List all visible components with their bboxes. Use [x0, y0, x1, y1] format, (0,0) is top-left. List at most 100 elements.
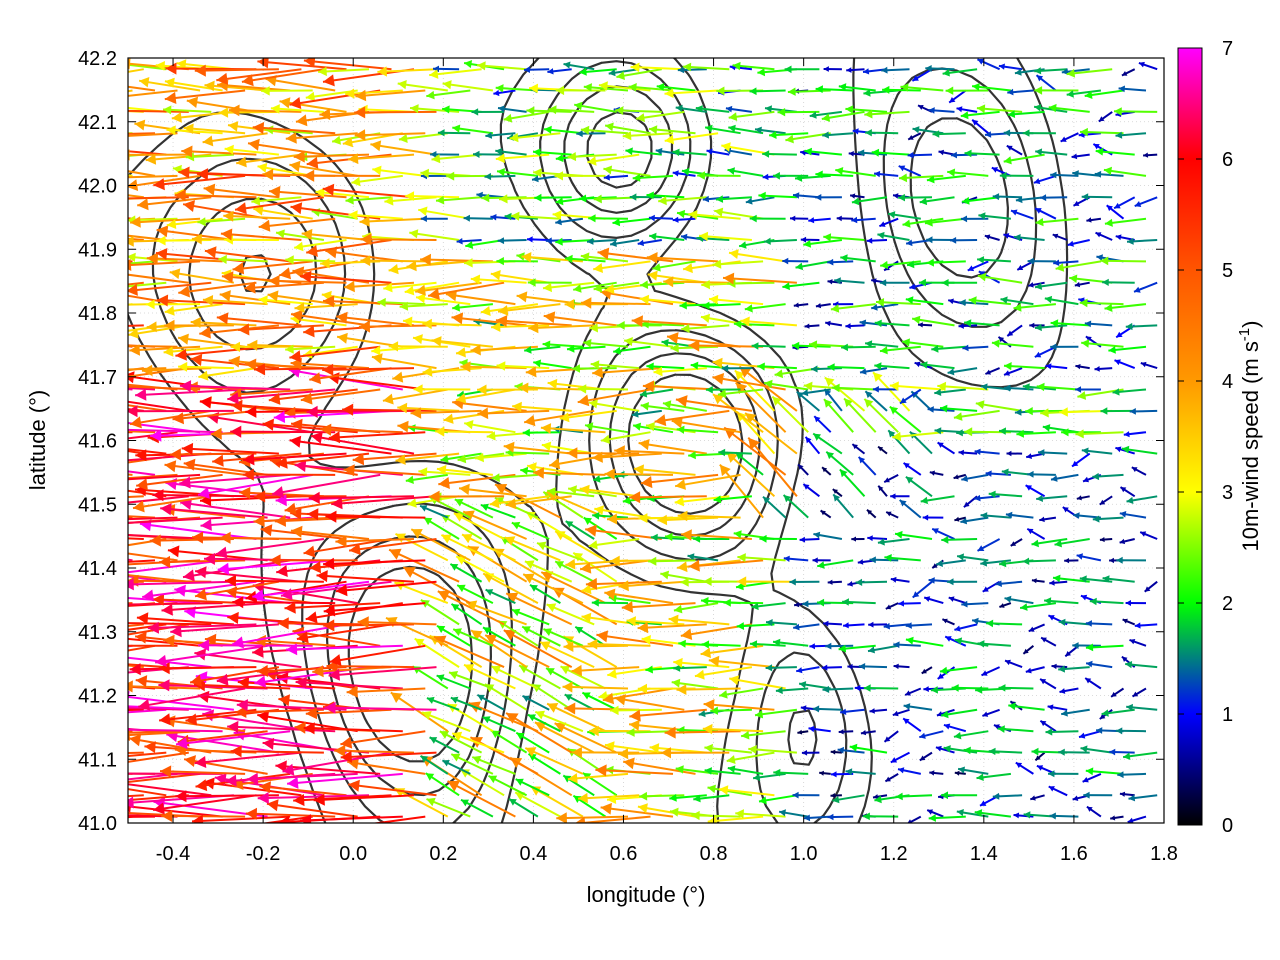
wind-arrow-head	[707, 784, 716, 794]
wind-arrow-head	[672, 216, 679, 223]
wind-arrow-head	[47, 765, 58, 777]
wind-arrow-head	[1027, 257, 1034, 265]
wind-arrow-head	[503, 113, 513, 123]
wind-arrow-shaft	[128, 602, 133, 605]
wind-arrow-shaft	[128, 260, 201, 267]
wind-arrow-head	[1102, 278, 1109, 286]
wind-arrow-head	[868, 646, 875, 654]
wind-arrow-head	[582, 692, 591, 700]
wind-arrow-head	[593, 475, 601, 483]
wind-arrow-head	[202, 295, 214, 306]
wind-arrow-head	[456, 238, 463, 245]
wind-arrow-shaft	[372, 168, 426, 177]
wind-arrow-shaft	[204, 84, 268, 92]
wind-arrow-head	[789, 578, 796, 586]
wind-arrow-head	[803, 239, 812, 248]
wind-arrow-head	[941, 710, 949, 719]
wind-arrow-head	[713, 495, 722, 504]
wind-arrow-head	[256, 664, 269, 677]
wind-arrow-shaft	[729, 677, 786, 690]
wind-arrow-head	[328, 668, 340, 681]
wind-arrow-head	[196, 168, 209, 181]
wind-arrow-shaft	[343, 468, 426, 476]
wind-arrow-head	[912, 591, 920, 598]
wind-arrow-head	[673, 664, 681, 672]
wind-arrow-head	[290, 202, 303, 215]
wind-arrow-head	[529, 83, 538, 94]
wind-arrow-head	[285, 255, 294, 265]
wind-arrow-head	[128, 328, 139, 339]
wind-arrow-head	[268, 275, 280, 287]
wind-arrow-shaft	[191, 815, 291, 823]
wind-arrow-shaft	[707, 815, 764, 823]
wind-arrow-head	[921, 668, 927, 674]
wind-arrow-head	[426, 797, 436, 807]
wind-arrow-head	[595, 764, 607, 777]
wind-arrow-head	[216, 72, 228, 85]
wind-arrow-head	[65, 229, 76, 241]
wind-arrow-head	[178, 333, 189, 345]
wind-arrow-head	[726, 755, 736, 764]
wind-arrow-head	[585, 422, 594, 431]
wind-arrow-head	[446, 171, 455, 181]
wind-arrow-head	[735, 809, 744, 819]
wind-arrow-head	[739, 241, 747, 249]
wind-arrow-head	[671, 416, 683, 429]
wind-arrow-head	[403, 567, 416, 578]
wind-arrow-head	[279, 267, 291, 280]
wind-arrow-head	[293, 150, 305, 163]
wind-arrow-head	[598, 81, 608, 91]
wind-arrow-head	[905, 296, 914, 305]
wind-arrow-head	[429, 737, 438, 744]
wind-arrow-head	[239, 486, 251, 499]
wind-arrow-head	[106, 91, 117, 103]
wind-arrow-head	[540, 641, 551, 651]
wind-arrow-shaft	[451, 316, 527, 327]
wind-arrow-shaft	[327, 375, 426, 391]
wind-arrow-head	[392, 371, 404, 383]
wind-arrow-shaft	[128, 68, 144, 73]
wind-arrow-head	[992, 193, 1000, 201]
wind-arrow-head	[80, 670, 92, 682]
wind-arrow-head	[580, 252, 590, 262]
wind-arrow-head	[294, 460, 307, 472]
wind-arrow-head	[571, 664, 582, 677]
wind-arrow-head	[890, 576, 897, 583]
wind-arrow-head	[56, 559, 67, 571]
wind-arrow-head	[319, 108, 331, 121]
wind-arrow-head	[118, 282, 127, 291]
wind-arrow-head	[422, 366, 433, 377]
wind-arrow-shaft	[152, 598, 246, 605]
wind-arrow-head	[268, 392, 281, 405]
wind-arrow-head	[388, 264, 399, 275]
wind-arrow-head	[1121, 445, 1130, 454]
wind-arrow-head	[527, 236, 533, 243]
wind-arrow-head	[84, 160, 96, 172]
wind-arrow-head	[932, 528, 939, 535]
wind-arrow-head	[266, 799, 279, 812]
wind-arrow-head	[243, 453, 255, 466]
x-tick-label: 0.0	[339, 843, 367, 865]
wind-arrow-shaft	[382, 388, 448, 402]
wind-arrow-head	[1119, 511, 1127, 518]
wind-arrow-head	[757, 362, 765, 371]
wind-arrow-head	[98, 287, 110, 299]
wind-arrow-head	[388, 341, 399, 352]
wind-arrow-shaft	[266, 802, 358, 818]
wind-arrow-head	[1094, 366, 1100, 372]
wind-arrow-head	[185, 713, 198, 726]
wind-arrow-head	[303, 325, 315, 338]
wind-arrow-head	[200, 518, 212, 531]
wind-arrow-head	[1083, 791, 1090, 799]
wind-arrow-shaft	[377, 68, 437, 73]
wind-arrow-head	[938, 149, 944, 156]
wind-arrow-shaft	[468, 701, 539, 733]
wind-arrow-head	[457, 584, 466, 593]
wind-arrow-head	[276, 565, 288, 577]
wind-arrow-head	[652, 263, 661, 272]
wind-arrow-head	[50, 794, 61, 806]
wind-arrow-head	[223, 210, 234, 222]
terrain-contour-line	[151, 60, 1038, 823]
x-tick-label: 0.2	[429, 843, 457, 865]
wind-arrow-head	[575, 816, 586, 823]
